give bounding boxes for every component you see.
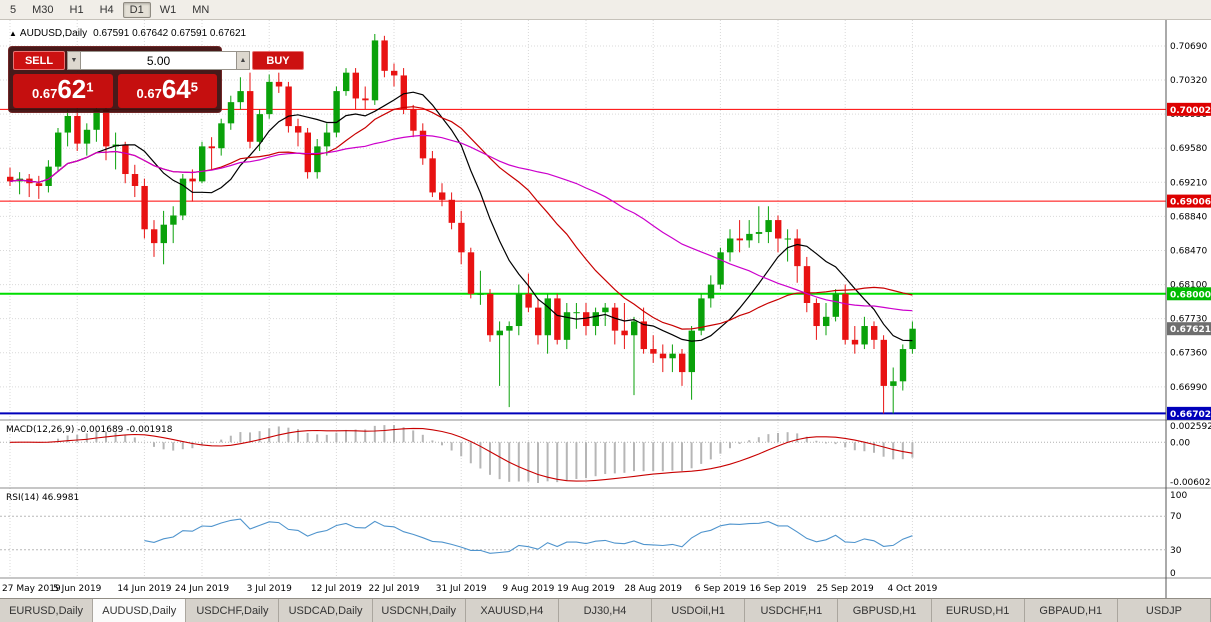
- svg-text:100: 100: [1170, 491, 1187, 501]
- sell-price-pips: 62: [57, 74, 87, 104]
- svg-text:16 Sep 2019: 16 Sep 2019: [749, 584, 806, 594]
- chart-tab-xauusd-h4[interactable]: XAUUSD,H4: [465, 599, 559, 622]
- chart-tab-usdjp[interactable]: USDJP: [1117, 599, 1211, 622]
- volume-decrease-button[interactable]: ▼: [67, 51, 81, 70]
- svg-text:0.002592: 0.002592: [1170, 422, 1211, 432]
- chart-symbol-header: ▲ AUDUSD,Daily 0.67591 0.67642 0.67591 0.6…: [9, 28, 246, 39]
- buy-price-point: 5: [190, 79, 198, 95]
- rsi-label: RSI(14) 46.9981: [6, 493, 79, 503]
- svg-text:0.69006: 0.69006: [1170, 198, 1211, 208]
- svg-text:9 Aug 2019: 9 Aug 2019: [502, 584, 554, 594]
- trade-prices-row: 0.67621 0.67645: [13, 74, 217, 108]
- volume-control: ▼ ▲: [67, 51, 250, 70]
- candlestick-series: [7, 33, 916, 414]
- svg-text:12 Jul 2019: 12 Jul 2019: [311, 584, 362, 594]
- chart-area[interactable]: 0.706900.703200.699500.695800.692100.688…: [0, 20, 1211, 598]
- chart-tab-eurusd-h1[interactable]: EURUSD,H1: [931, 599, 1025, 622]
- chart-tab-usdcad-daily[interactable]: USDCAD,Daily: [279, 599, 373, 622]
- chart-symbol-label: AUDUSD,Daily: [19, 28, 88, 39]
- svg-text:-0.006029: -0.006029: [1170, 478, 1211, 488]
- macd-indicator: MACD(12,26,9) -0.001689 -0.001918 0.00259…: [0, 422, 1211, 488]
- price-chart[interactable]: 0.706900.703200.699500.695800.692100.688…: [0, 20, 1211, 598]
- chart-tab-usdchf-h1[interactable]: USDCHF,H1: [745, 599, 839, 622]
- chart-icon: ▲: [9, 29, 17, 38]
- timeframe-button-m30[interactable]: M30: [25, 2, 60, 18]
- svg-text:14 Jun 2019: 14 Jun 2019: [117, 584, 171, 594]
- chart-tab-eurusd-daily[interactable]: EURUSD,Daily: [0, 599, 94, 622]
- timeframe-button-5[interactable]: 5: [3, 2, 23, 18]
- svg-text:0: 0: [1170, 569, 1176, 579]
- svg-text:22 Jul 2019: 22 Jul 2019: [369, 584, 420, 594]
- chart-ohlc-values: 0.67591 0.67642 0.67591 0.67621: [93, 28, 247, 39]
- svg-text:28 Aug 2019: 28 Aug 2019: [624, 584, 682, 594]
- svg-text:0.67730: 0.67730: [1170, 315, 1207, 325]
- chart-tab-gbpusd-h1[interactable]: GBPUSD,H1: [838, 599, 932, 622]
- one-click-trading-panel: SELL ▼ ▲ BUY 0.67621 0.67645: [8, 46, 304, 113]
- chart-tab-usdcnh-daily[interactable]: USDCNH,Daily: [372, 599, 466, 622]
- svg-text:25 Sep 2019: 25 Sep 2019: [817, 584, 874, 594]
- svg-text:6 Sep 2019: 6 Sep 2019: [695, 584, 747, 594]
- timeframe-button-h4[interactable]: H4: [93, 2, 121, 18]
- chart-tab-dj30-h4[interactable]: DJ30,H4: [558, 599, 653, 622]
- svg-text:0.68100: 0.68100: [1170, 281, 1207, 291]
- svg-text:0.69580: 0.69580: [1170, 144, 1207, 154]
- svg-text:0.00: 0.00: [1170, 438, 1190, 448]
- svg-text:0.66990: 0.66990: [1170, 383, 1207, 393]
- price-scale-markers: 0.70002 0.69006 0.68000 0.67621 0.66702: [1167, 102, 1211, 420]
- svg-text:31 Jul 2019: 31 Jul 2019: [436, 584, 487, 594]
- svg-text:4 Oct 2019: 4 Oct 2019: [887, 584, 937, 594]
- svg-text:19 Aug 2019: 19 Aug 2019: [557, 584, 615, 594]
- timeframe-button-d1[interactable]: D1: [122, 1, 151, 18]
- buy-price[interactable]: 0.67645: [117, 74, 217, 108]
- svg-text:0.67621: 0.67621: [1170, 325, 1211, 335]
- timeframe-button-mn[interactable]: MN: [185, 2, 216, 18]
- chart-grid: [0, 20, 1166, 578]
- volume-increase-button[interactable]: ▲: [236, 51, 250, 70]
- chart-tab-usdoil-h1[interactable]: USDOil,H1: [652, 599, 746, 622]
- timeframe-toolbar: 5 M30 H1 H4 D1 W1 MN: [0, 0, 1211, 20]
- sell-price-point: 1: [86, 79, 94, 95]
- ma-line-10: [9, 91, 913, 342]
- chart-tab-audusd-daily[interactable]: AUDUSD,Daily: [93, 599, 187, 622]
- chart-tabs-bar: EURUSD,Daily AUDUSD,Daily USDCHF,Daily USDC…: [0, 598, 1211, 622]
- chart-tab-usdchf-daily[interactable]: USDCHF,Daily: [186, 599, 280, 622]
- svg-text:27 May 2019: 27 May 2019: [2, 584, 61, 594]
- svg-text:3 Jul 2019: 3 Jul 2019: [247, 584, 292, 594]
- svg-text:0.68470: 0.68470: [1170, 246, 1207, 256]
- svg-text:24 Jun 2019: 24 Jun 2019: [175, 584, 229, 594]
- svg-text:30: 30: [1170, 546, 1182, 556]
- svg-text:0.70320: 0.70320: [1170, 76, 1207, 86]
- chart-tab-gbpaud-h1[interactable]: GBPAUD,H1: [1024, 599, 1118, 622]
- svg-text:0.67360: 0.67360: [1170, 349, 1207, 359]
- trade-controls-row: SELL ▼ ▲ BUY: [13, 51, 304, 70]
- timeframe-button-w1[interactable]: W1: [153, 2, 184, 18]
- sell-price-int: 0.67: [32, 86, 58, 101]
- svg-text:0.70690: 0.70690: [1170, 42, 1207, 52]
- macd-label: MACD(12,26,9) -0.001689 -0.001918: [6, 425, 173, 435]
- svg-text:5 Jun 2019: 5 Jun 2019: [53, 584, 102, 594]
- horizontal-level-lines: [0, 108, 1166, 415]
- sell-button[interactable]: SELL: [13, 51, 65, 70]
- price-scale[interactable]: 0.706900.703200.699500.695800.692100.688…: [1170, 42, 1207, 393]
- svg-text:0.66702: 0.66702: [1170, 410, 1211, 420]
- buy-button[interactable]: BUY: [252, 51, 304, 70]
- ma-line-40: [9, 134, 913, 312]
- svg-text:70: 70: [1170, 512, 1182, 522]
- rsi-indicator: RSI(14) 46.9981 100 70 30 0: [0, 491, 1187, 579]
- buy-price-pips: 64: [161, 74, 191, 104]
- svg-text:0.70002: 0.70002: [1170, 106, 1211, 116]
- timeframe-button-h1[interactable]: H1: [63, 2, 91, 18]
- volume-input[interactable]: [81, 51, 236, 70]
- svg-text:0.68000: 0.68000: [1170, 290, 1211, 300]
- sell-price[interactable]: 0.67621: [13, 74, 113, 108]
- buy-price-int: 0.67: [136, 86, 162, 101]
- svg-text:0.69210: 0.69210: [1170, 178, 1207, 188]
- svg-text:0.68840: 0.68840: [1170, 212, 1207, 222]
